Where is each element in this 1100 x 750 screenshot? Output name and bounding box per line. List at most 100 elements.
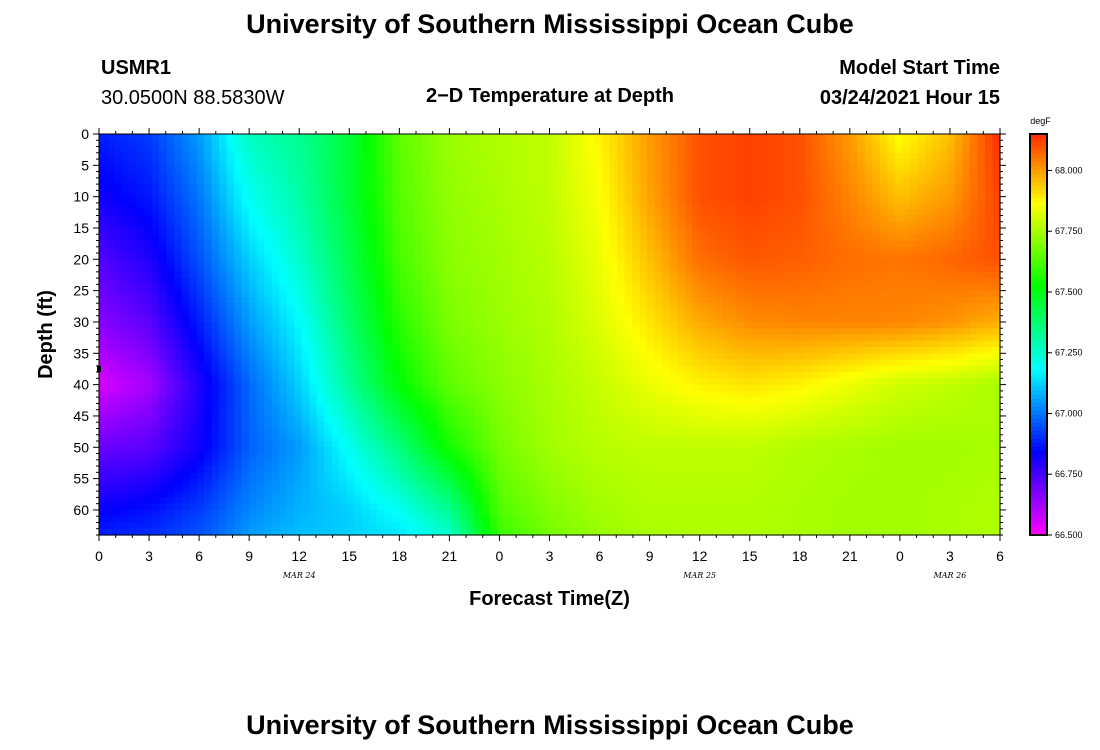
heatmap-cell bbox=[707, 165, 716, 173]
heatmap-cell bbox=[279, 140, 288, 148]
heatmap-cell bbox=[309, 303, 318, 311]
heatmap-cell bbox=[534, 315, 543, 323]
heatmap-cell bbox=[316, 246, 325, 254]
heatmap-cell bbox=[346, 384, 355, 392]
heatmap-cell bbox=[834, 315, 843, 323]
heatmap-cell bbox=[909, 378, 919, 386]
heatmap-cell bbox=[369, 290, 378, 298]
heatmap-cell bbox=[947, 334, 956, 342]
heatmap-cell bbox=[264, 328, 273, 336]
heatmap-cell bbox=[339, 253, 348, 260]
heatmap-cell bbox=[692, 190, 701, 198]
heatmap-cell bbox=[954, 284, 964, 292]
heatmap-cell bbox=[474, 171, 483, 179]
heatmap-cell bbox=[271, 334, 280, 342]
heatmap-cell bbox=[511, 365, 521, 373]
heatmap-cell bbox=[511, 159, 521, 166]
heatmap-cell bbox=[286, 190, 295, 198]
heatmap-cell bbox=[714, 271, 723, 279]
heatmap-cell bbox=[316, 315, 325, 323]
heatmap-cell bbox=[797, 340, 806, 348]
heatmap-cell bbox=[354, 240, 363, 248]
heatmap-cell bbox=[129, 215, 138, 223]
heatmap-cell bbox=[609, 177, 618, 185]
heatmap-cell bbox=[489, 359, 498, 367]
heatmap-cell bbox=[692, 359, 701, 367]
heatmap-cell bbox=[879, 347, 888, 354]
heatmap-cell bbox=[707, 309, 716, 317]
heatmap-cell bbox=[887, 159, 896, 166]
heatmap-cell bbox=[894, 328, 903, 336]
heatmap-cell bbox=[181, 196, 190, 204]
heatmap-cell bbox=[617, 259, 626, 267]
heatmap-cell bbox=[316, 240, 325, 248]
heatmap-cell bbox=[369, 246, 378, 254]
heatmap-cell bbox=[511, 334, 521, 342]
heatmap-cell bbox=[541, 246, 551, 254]
heatmap-cell bbox=[579, 390, 588, 398]
heatmap-cell bbox=[842, 309, 851, 317]
heatmap-cell bbox=[429, 215, 438, 223]
heatmap-cell bbox=[489, 196, 498, 204]
heatmap-cell bbox=[421, 309, 430, 317]
heatmap-cell bbox=[774, 159, 783, 166]
heatmap-cell bbox=[617, 315, 626, 323]
heatmap-cell bbox=[984, 365, 994, 373]
heatmap-cell bbox=[662, 259, 671, 267]
heatmap-cell bbox=[196, 278, 205, 285]
heatmap-cell bbox=[249, 359, 258, 367]
heatmap-cell bbox=[789, 165, 798, 173]
heatmap-cell bbox=[474, 190, 483, 198]
heatmap-cell bbox=[647, 321, 656, 329]
heatmap-cell bbox=[189, 246, 198, 254]
heatmap-cell bbox=[211, 378, 220, 386]
heatmap-cell bbox=[857, 190, 866, 198]
heatmap-cell bbox=[932, 265, 941, 273]
heatmap-cell bbox=[526, 134, 536, 141]
heatmap-cell bbox=[557, 328, 566, 336]
heatmap-cell bbox=[819, 190, 828, 198]
heatmap-cell bbox=[962, 265, 971, 273]
heatmap-cell bbox=[924, 334, 934, 342]
heatmap-cell bbox=[909, 202, 919, 210]
heatmap-cell bbox=[887, 140, 896, 148]
heatmap-cell bbox=[519, 353, 528, 361]
heatmap-cell bbox=[151, 309, 160, 317]
heatmap-cell bbox=[399, 372, 408, 379]
heatmap-cell bbox=[849, 290, 858, 298]
heatmap-cell bbox=[714, 134, 723, 141]
heatmap-cell bbox=[339, 353, 348, 361]
heatmap-cell bbox=[159, 365, 168, 373]
heatmap-cell bbox=[534, 196, 543, 204]
station-id: USMR1 bbox=[101, 57, 172, 79]
heatmap-cell bbox=[647, 309, 656, 317]
heatmap-cell bbox=[331, 140, 340, 148]
heatmap-cell bbox=[196, 134, 205, 141]
heatmap-cell bbox=[429, 152, 438, 160]
heatmap-cell bbox=[962, 209, 971, 217]
heatmap-cell bbox=[767, 372, 776, 379]
heatmap-cell bbox=[241, 296, 250, 304]
heatmap-cell bbox=[557, 240, 566, 248]
heatmap-cell bbox=[624, 390, 633, 398]
heatmap-cell bbox=[489, 328, 498, 336]
heatmap-cell bbox=[106, 227, 115, 235]
heatmap-cell bbox=[669, 334, 678, 342]
heatmap-cell bbox=[594, 359, 603, 367]
heatmap-cell bbox=[572, 328, 581, 336]
heatmap-cell bbox=[121, 221, 130, 229]
heatmap-cell bbox=[894, 196, 903, 204]
heatmap-cell bbox=[129, 334, 138, 342]
heatmap-cell bbox=[819, 196, 828, 204]
heatmap-cell bbox=[114, 190, 123, 198]
heatmap-cell bbox=[902, 303, 911, 311]
heatmap-cell bbox=[594, 159, 603, 166]
heatmap-cell bbox=[466, 234, 476, 242]
heatmap-cell bbox=[136, 246, 145, 254]
heatmap-cell bbox=[624, 378, 633, 386]
heatmap-cell bbox=[256, 372, 265, 379]
heatmap-cell bbox=[474, 215, 483, 223]
heatmap-cell bbox=[384, 296, 393, 304]
heatmap-cell bbox=[894, 340, 903, 348]
heatmap-cell bbox=[842, 259, 851, 267]
